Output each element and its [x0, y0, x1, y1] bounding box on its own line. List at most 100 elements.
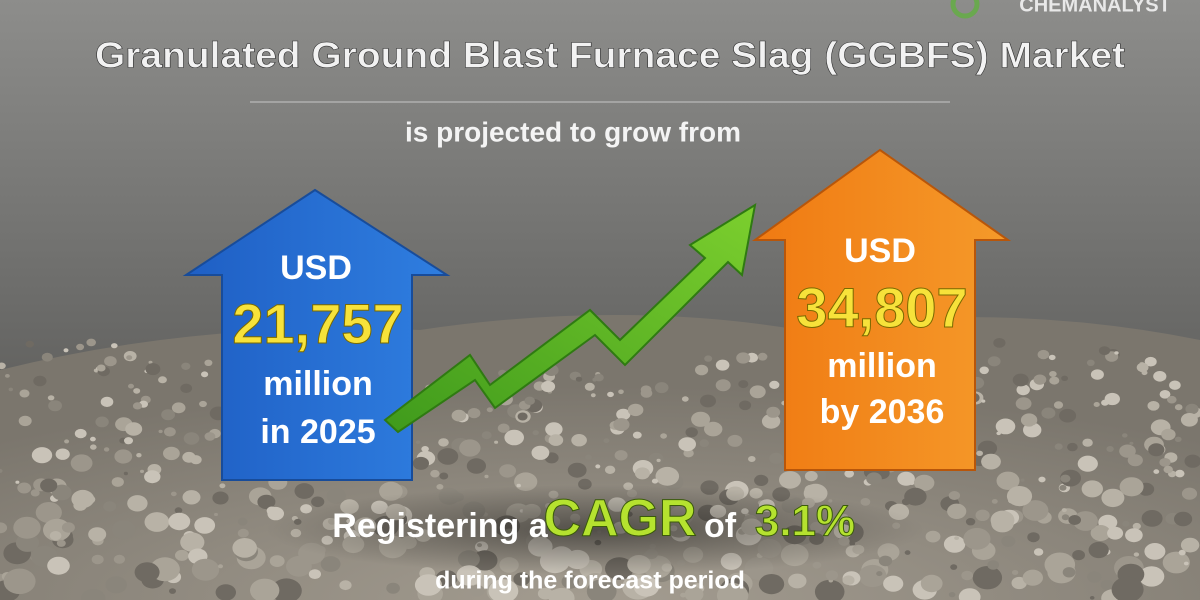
pebble [486, 407, 493, 413]
pebble [1122, 433, 1128, 438]
pebble [976, 450, 983, 456]
pebble [95, 416, 109, 428]
pebble [1114, 351, 1119, 355]
pebble [1067, 442, 1078, 452]
pebble [779, 471, 801, 489]
pebble [1119, 477, 1144, 497]
pebble [100, 396, 114, 407]
pebble [963, 527, 991, 550]
pebble [218, 564, 223, 569]
pebble [1138, 566, 1165, 587]
pebble [648, 452, 664, 465]
pebble [90, 444, 97, 450]
pebble [1169, 558, 1179, 566]
pebble [716, 583, 749, 600]
pebble [103, 501, 117, 512]
pebble [164, 427, 176, 437]
pebble [183, 432, 200, 445]
pebble [972, 566, 1003, 590]
start-amount: 21,757 [232, 292, 403, 355]
pebble [943, 535, 966, 553]
pebble [585, 454, 592, 460]
pebble [237, 528, 249, 538]
end-arrow [751, 148, 1012, 471]
pebble [524, 396, 535, 405]
pebble [541, 380, 556, 393]
pebble [1180, 413, 1198, 427]
pebble [0, 362, 6, 370]
pebble [180, 532, 205, 552]
pebble [513, 572, 530, 586]
pebble [1111, 576, 1144, 600]
pebble [194, 517, 216, 534]
subtitle: is projected to grow from [405, 116, 741, 147]
pebble [1033, 548, 1044, 556]
pebble [1016, 384, 1030, 396]
pebble [1054, 443, 1063, 450]
pebble [326, 488, 346, 504]
footer-note: during the forecast period [435, 567, 745, 595]
pebble [0, 522, 8, 534]
pebble [15, 533, 40, 552]
pebble [1059, 484, 1067, 491]
pebble [436, 484, 444, 490]
pebble [804, 484, 817, 495]
pebble [1031, 424, 1039, 430]
pebble [74, 428, 87, 439]
pebble [451, 409, 467, 422]
pebble [965, 518, 976, 526]
pebble [0, 468, 3, 473]
pebble [607, 391, 614, 398]
pebble [991, 499, 998, 504]
pebble [1101, 399, 1109, 406]
pebble [656, 458, 661, 463]
pebble [140, 469, 144, 473]
pebble [8, 387, 13, 392]
pebble [1011, 570, 1019, 575]
pebble [995, 418, 1016, 435]
pebble [64, 439, 70, 444]
pebble [1141, 510, 1163, 527]
pebble [1153, 371, 1167, 382]
pebble [990, 510, 1015, 530]
pebble [1061, 375, 1068, 381]
pebble [958, 588, 981, 600]
pebble [386, 582, 400, 594]
pebble [909, 481, 915, 485]
pebble [1027, 532, 1040, 543]
pebble [148, 360, 153, 364]
pebble [769, 380, 780, 389]
pebble [545, 422, 563, 437]
pebble [654, 382, 669, 394]
pebble [736, 352, 751, 364]
pebble [904, 487, 927, 506]
pebble [1089, 596, 1095, 600]
pebble [739, 400, 752, 411]
pebble [1174, 511, 1193, 527]
pebble [1174, 404, 1183, 411]
pebble [914, 474, 935, 491]
pebble [1100, 579, 1114, 590]
pebble [1093, 402, 1100, 407]
pebble [412, 456, 429, 470]
pebble [1060, 474, 1071, 483]
pebble [883, 575, 904, 592]
pebble [738, 380, 749, 389]
pebble [86, 338, 96, 347]
pebble [592, 377, 597, 382]
pebble [1090, 369, 1104, 380]
pebble [1015, 397, 1032, 410]
pebble [866, 472, 882, 486]
end-amount: 34,807 [796, 276, 967, 339]
pebble [985, 578, 994, 585]
pebble [1122, 520, 1130, 527]
pebble [182, 451, 196, 463]
pebble [81, 588, 106, 600]
pebble [266, 506, 277, 515]
pebble [415, 440, 421, 445]
pebble [1132, 522, 1141, 530]
pebble [76, 343, 85, 351]
pebble [1073, 511, 1098, 531]
pebble [71, 489, 95, 509]
pebble [15, 480, 20, 484]
